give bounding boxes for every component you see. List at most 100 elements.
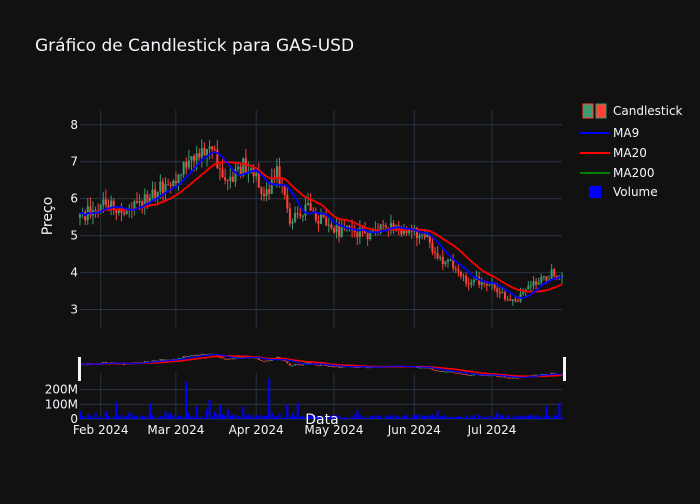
candle-body [286,194,289,209]
volume-bar [462,416,465,419]
price-y-tick-label: 7 [70,155,78,169]
candle-body [506,299,509,301]
candle-body [211,146,214,150]
candle-body [159,181,162,192]
slider-candle [151,360,154,362]
candle-body [387,227,390,229]
candle-body [392,223,395,230]
candle-body [190,156,193,161]
slider-candle [265,360,268,362]
candle-body [141,201,144,207]
volume-bar [322,417,325,419]
candle-body [330,224,333,229]
candle-body [148,197,151,203]
legend[interactable]: Candlestick MA9 MA20 MA200 Volume [580,103,683,199]
volume-bar [361,417,364,419]
slider-candle [229,358,232,360]
legend-item-volume[interactable]: Volume [589,185,658,199]
candle-body [252,168,255,177]
candle-body [182,162,185,175]
legend-item-ma20[interactable]: MA20 [580,146,647,160]
candle-body [260,187,263,195]
slider-candle [299,364,302,366]
volume-bar [379,416,382,419]
volume-bar [107,415,110,419]
candle-body [457,269,460,272]
volume-bar [104,411,107,419]
volume-bar [281,417,284,419]
slider-candle [446,371,450,373]
candle-body [516,301,519,303]
volume-bar [446,417,450,419]
candle-body [299,214,302,217]
volume-bar [503,417,507,419]
legend-candle-up-swatch [582,103,594,119]
slider-candle [340,366,343,368]
volume-bar [117,415,120,419]
volume-bar [185,381,188,419]
candle-body [532,281,535,286]
legend-item-ma9[interactable]: MA9 [580,126,639,140]
slider-candle [317,365,320,367]
slider-candle [498,376,501,378]
slider-candle [301,364,304,366]
slider-candle [190,355,193,357]
candle-body [452,259,455,269]
volume-bar [213,411,216,419]
slider-candle [454,372,457,374]
candle-body [198,153,201,158]
candle-body [102,199,105,205]
candle-body [213,149,216,151]
slider-candle [338,365,341,368]
legend-label: Volume [613,185,658,199]
candle-body [192,156,196,161]
slider-candle [516,377,519,379]
volume-bar [237,416,240,419]
candle-body [467,283,470,285]
volume-bar [436,410,439,419]
volume-bar [405,414,408,419]
slider-candle [143,361,146,363]
volume-bar [433,416,437,419]
candle-body [356,232,359,237]
candle-body [542,276,545,278]
slider-candle [123,364,126,366]
candle-body [268,189,271,194]
price-y-tick-label: 4 [70,266,78,280]
volume-bar [182,416,185,419]
slider-candle [535,374,538,376]
range-slider[interactable] [78,353,566,381]
legend-label: MA9 [613,126,639,140]
slider-candle [198,354,201,356]
candle-body [462,275,465,277]
volume-bar [529,414,532,419]
candle-body [275,166,278,178]
volume-bar [366,417,369,419]
legend-label: Candlestick [613,104,683,118]
slider-candle [496,375,499,377]
volume-bar [509,417,512,419]
candle-body [185,162,188,168]
slider-candle [356,367,359,369]
legend-item-candlestick[interactable]: Candlestick [582,103,683,119]
slider-candle [200,353,203,356]
candle-body [511,299,514,301]
slider-candle [532,374,535,376]
volume-bar [524,415,527,419]
candle-body [449,259,452,261]
candle-body [218,168,221,170]
candle-body [180,174,183,176]
price-y-ticks: 3 4 5 6 7 8 [70,118,78,317]
volume-bar [374,415,377,419]
volume-bar [454,416,457,419]
legend-item-ma200[interactable]: MA200 [580,166,654,180]
volume-bar [537,416,540,419]
slider-candle [177,358,180,360]
slider-candle [224,358,227,360]
volume-bar [415,414,418,419]
x-tick-label: Jul 2024 [467,423,517,437]
candle-body [104,199,107,206]
candle-body [237,166,240,170]
volume-bar [172,414,175,419]
candle-body [408,228,411,234]
